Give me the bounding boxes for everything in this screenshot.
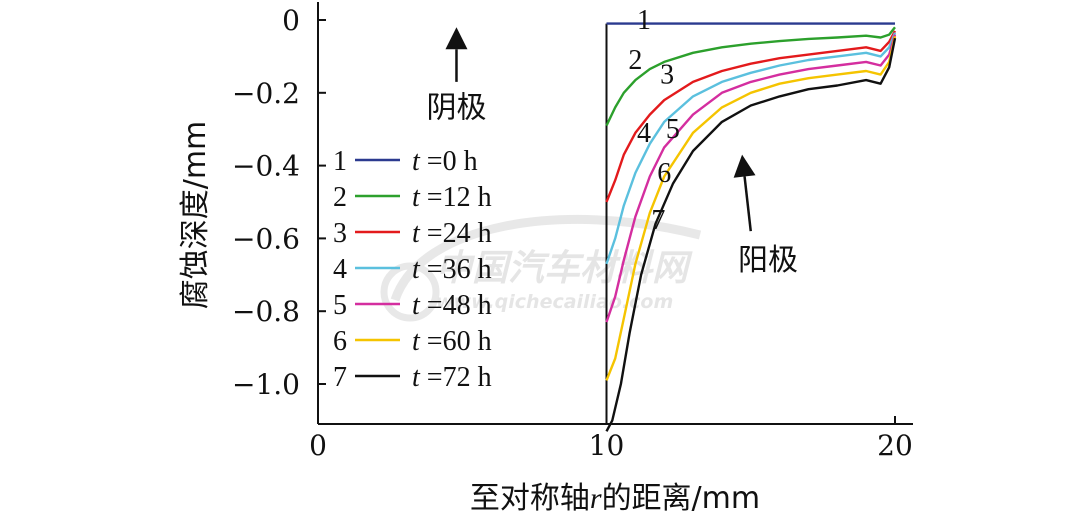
watermark-text: 中国汽车材料网 bbox=[436, 248, 693, 289]
legend-number: 3 bbox=[333, 218, 347, 249]
legend-number: 1 bbox=[333, 146, 347, 177]
curve-label-2: 2 bbox=[628, 45, 642, 76]
curve-labels: 1 2 34 5 6 7 bbox=[628, 5, 680, 236]
curve-label-3: 3 bbox=[660, 60, 674, 91]
x-ticks: 0 10 20 bbox=[309, 416, 913, 462]
watermark-logo-ring bbox=[380, 262, 440, 322]
curve-label-4: 4 bbox=[637, 118, 651, 149]
curve-label-7: 7 bbox=[651, 205, 665, 236]
legend-label: t =48 h bbox=[412, 290, 492, 321]
curve-label-6: 6 bbox=[657, 158, 671, 189]
x-tick-label: 20 bbox=[877, 429, 913, 462]
annotation-arrow-head bbox=[445, 27, 468, 50]
y-tick-label: 0 bbox=[282, 4, 300, 37]
y-tick-label: −0.8 bbox=[232, 295, 300, 328]
x-axis-title: 至对称轴r的距离/mm bbox=[470, 481, 760, 516]
x-tick-label: 10 bbox=[589, 429, 625, 462]
legend-number: 2 bbox=[333, 182, 347, 213]
series-line-3 bbox=[605, 30, 897, 203]
legend-label: t =12 h bbox=[412, 182, 492, 213]
annotation-label: 阴极 bbox=[426, 90, 486, 125]
watermark-url: www.qichecailiao.com bbox=[436, 291, 673, 313]
annotation-arrow-head bbox=[733, 154, 756, 178]
x-tick-label: 0 bbox=[309, 429, 327, 462]
y-tick-label: −0.6 bbox=[232, 222, 300, 255]
series-line-4 bbox=[605, 32, 897, 265]
legend-label: t =36 h bbox=[412, 254, 492, 285]
legend-label: t =24 h bbox=[412, 218, 492, 249]
legend-number: 6 bbox=[333, 326, 347, 357]
legend-number: 4 bbox=[333, 254, 347, 285]
y-tick-label: −1.0 bbox=[232, 368, 300, 401]
y-tick-label: −0.4 bbox=[232, 150, 300, 183]
watermark: 中国汽车材料网 www.qichecailiao.com bbox=[380, 214, 702, 322]
legend: 1 t =0 h 2 t =12 h 3 t =24 h 4 t =36 h 5 t =48 h 6… bbox=[333, 146, 492, 393]
series-line-6 bbox=[605, 36, 897, 381]
y-ticks: 0 −0.2 −0.4 −0.6 −0.8 −1.0 bbox=[232, 4, 326, 401]
legend-label: t =72 h bbox=[412, 362, 492, 393]
legend-label: t =60 h bbox=[412, 326, 492, 357]
series-line-5 bbox=[605, 34, 897, 323]
curve-label-1: 1 bbox=[637, 5, 651, 36]
series-line-7 bbox=[605, 37, 897, 432]
legend-number: 7 bbox=[333, 362, 347, 393]
series-lines bbox=[605, 22, 897, 432]
curve-label-5: 5 bbox=[666, 114, 680, 145]
y-axis-title: 腐蚀深度/mm bbox=[178, 121, 213, 310]
annotation-label: 阳极 bbox=[738, 243, 798, 278]
annotation-arrow-shaft bbox=[743, 176, 752, 232]
watermark-swoosh bbox=[390, 214, 702, 302]
legend-number: 5 bbox=[333, 290, 347, 321]
series-line-2 bbox=[605, 26, 896, 127]
legend-label: t =0 h bbox=[412, 146, 478, 177]
y-tick-label: −0.2 bbox=[232, 77, 300, 110]
